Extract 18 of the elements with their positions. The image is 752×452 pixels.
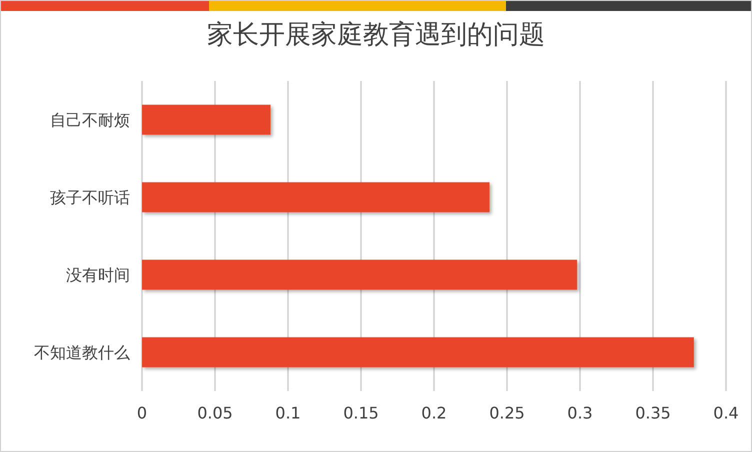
bar [142,337,694,368]
bar [142,182,490,212]
x-tick-label: 0.35 [635,404,671,422]
y-tick-label: 不知道教什么 [34,342,130,362]
x-tick-label: 0.2 [421,404,447,422]
chart-title: 家长开展家庭教育遇到的问题 [207,20,545,50]
x-tick-label: 0.3 [567,404,593,422]
x-tick-label: 0.05 [197,404,233,422]
x-tick-label: 0 [136,404,148,422]
x-tick-label: 0.15 [343,404,379,422]
bar [142,260,578,290]
y-tick-label: 没有时间 [66,265,130,284]
x-tick-label: 0.25 [489,404,525,422]
y-tick-label: 孩子不听话 [50,188,130,207]
y-tick-label: 自己不耐烦 [50,110,130,130]
x-tick-label: 0.4 [713,404,739,422]
bar [142,104,270,135]
x-tick-label: 0.1 [275,404,301,422]
